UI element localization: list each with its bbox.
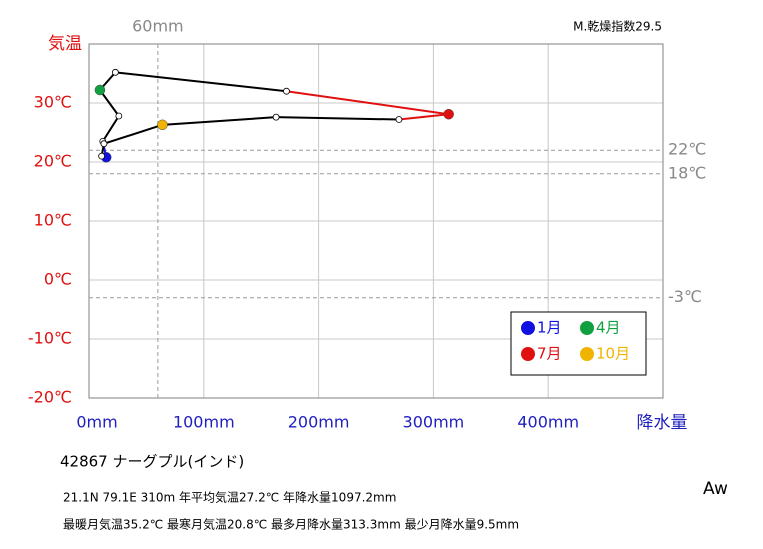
plot-frame [88,43,664,399]
climate-line [398,113,449,121]
legend-label: 1月 [537,319,562,337]
reference-label: -3℃ [668,287,702,306]
climate-line [99,89,120,117]
legend-marker [580,321,594,335]
y-axis-label: 気温 [48,34,82,54]
month-point [443,108,454,120]
reference-label: 60mm [132,17,184,36]
y-tick-label: -20℃ [28,388,72,407]
legend-label: 7月 [537,345,562,363]
climate-line [101,115,120,142]
month-point [100,140,108,148]
dryness-index: M.乾燥指数29.5 [573,19,662,34]
legend-marker [521,321,535,335]
month-point [272,113,280,121]
climate-line [286,90,449,116]
y-tick-label: 30℃ [34,93,72,112]
month-point [94,84,106,96]
month-point [98,152,106,160]
climate-line [103,123,163,145]
climate-line [276,116,399,121]
reference-label: 18℃ [668,163,706,182]
reference-label: 22℃ [668,140,706,159]
station: 42867 ナーグプル(インド) [60,453,244,471]
climate-line [115,71,287,93]
climate-line [162,116,277,126]
month-point [112,68,119,76]
y-tick-label: -10℃ [28,329,72,348]
legend-label: 4月 [596,319,621,337]
month-point [395,116,403,123]
x-tick-label: 0mm [76,413,117,432]
month-point [283,87,290,95]
x-tick-label: 200mm [288,413,350,432]
y-tick-label: 0℃ [44,270,72,289]
legend-label: 10月 [596,345,630,363]
climate-class: Aw [703,479,728,499]
x-tick-label: 300mm [403,413,465,432]
y-tick-label: 20℃ [34,152,72,171]
info-line: 21.1N 79.1E 310m 年平均気温27.2℃ 年降水量1097.2mm [63,490,396,505]
month-point [115,112,123,120]
legend-marker [521,347,535,361]
info-line: 最暖月気温35.2℃ 最寒月気温20.8℃ 最多月降水量313.3mm 最少月降… [63,517,519,532]
x-tick-label: 100mm [173,413,235,432]
legend-box [510,311,647,376]
month-point [157,119,168,131]
legend-marker [580,347,594,361]
x-tick-label: 400mm [517,413,579,432]
y-tick-label: 10℃ [34,211,72,230]
x-axis-label: 降水量 [637,413,688,433]
